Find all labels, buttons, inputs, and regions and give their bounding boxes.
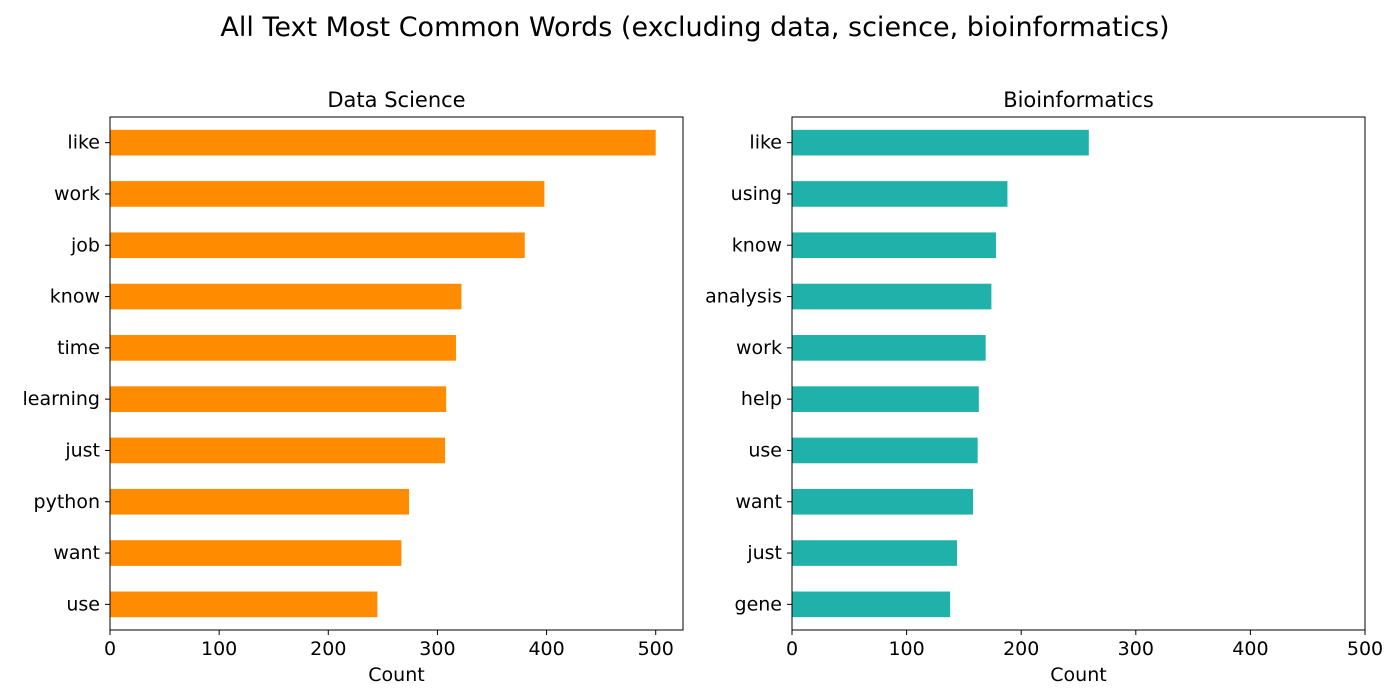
x-tick-label-400: 400 (528, 638, 564, 660)
x-tick-label-400: 400 (1232, 638, 1268, 660)
x-tick-label-300: 300 (419, 638, 455, 660)
bar-like (110, 129, 656, 156)
x-tick-label-500: 500 (638, 638, 674, 660)
y-tick-label-just: just (746, 542, 782, 564)
panel-bioinformatics: Bioinformatics like using know analysis work h… (705, 88, 1383, 686)
bar-want (792, 488, 974, 515)
y-tick-label-analysis: analysis (705, 286, 782, 308)
panel-data-science: Data Science like work job know time learning j… (22, 88, 684, 686)
y-tick-label-use: use (748, 439, 782, 461)
x-tick-label-200: 200 (310, 638, 346, 660)
bar-work (110, 181, 545, 207)
y-tick-label-like: like (749, 132, 782, 154)
bar-time (110, 335, 456, 361)
x-axis-label: Count (368, 664, 424, 686)
x-tick-label-0: 0 (786, 638, 798, 660)
bar-know (792, 232, 996, 259)
y-tick-label-use: use (66, 593, 100, 615)
axes-frame (791, 116, 1366, 631)
axes-frame (109, 116, 684, 631)
y-tick-label-want: want (735, 491, 782, 513)
bar-just (792, 540, 958, 566)
y-tick-label-gene: gene (735, 593, 782, 615)
x-tick-label-500: 500 (1347, 638, 1383, 660)
y-tick-label-learning: learning (22, 388, 100, 410)
bar-work (792, 335, 986, 361)
bar-python (110, 488, 410, 515)
x-tick-label-0: 0 (104, 638, 116, 660)
y-tick-label-help: help (741, 388, 782, 410)
bar-help (792, 386, 979, 412)
x-axis-label: Count (1050, 664, 1106, 686)
bar-gene (792, 591, 951, 618)
bar-use (110, 591, 378, 618)
bar-use (792, 437, 978, 464)
figure-title: All Text Most Common Words (excluding da… (220, 12, 1169, 43)
bar-know (110, 283, 462, 310)
bar-job (110, 232, 525, 259)
y-tick-label-know: know (732, 234, 782, 256)
x-tick-label-300: 300 (1118, 638, 1154, 660)
y-tick-label-job: job (70, 234, 100, 256)
y-tick-label-work: work (54, 183, 100, 205)
bar-using (792, 181, 1008, 207)
y-tick-label-work: work (736, 337, 782, 359)
y-tick-label-just: just (64, 439, 100, 461)
y-tick-label-know: know (50, 286, 100, 308)
y-tick-label-time: time (57, 337, 100, 359)
x-tick-label-200: 200 (1003, 638, 1039, 660)
bar-like (792, 129, 1089, 156)
x-tick-label-100: 100 (888, 638, 924, 660)
y-tick-label-want: want (53, 542, 100, 564)
axes-title: Bioinformatics (1003, 88, 1154, 112)
y-tick-label-like: like (67, 132, 100, 154)
bar-analysis (792, 283, 992, 310)
bar-learning (110, 386, 447, 412)
bar-just (110, 437, 446, 464)
bar-want (110, 540, 402, 566)
x-tick-label-100: 100 (201, 638, 237, 660)
axes-title: Data Science (327, 88, 465, 112)
y-tick-label-python: python (34, 491, 100, 513)
y-tick-label-using: using (731, 183, 782, 205)
